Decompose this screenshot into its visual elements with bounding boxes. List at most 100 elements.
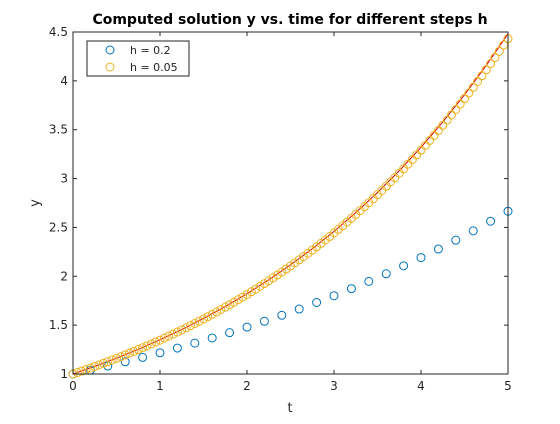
data-point [190,318,200,328]
data-point [138,352,148,362]
data-point [446,110,456,120]
data-point [490,53,500,63]
data-point [194,316,204,326]
data-point [159,333,169,343]
data-point [494,46,504,56]
data-point [120,350,130,360]
data-point [242,322,252,332]
data-point [312,298,322,307]
data-point [77,366,87,376]
data-point [107,355,117,365]
data-point [177,325,187,335]
y-tick-label: 1 [60,367,68,381]
data-point [94,360,104,370]
y-tick-label: 1.5 [49,318,68,332]
x-tick-label: 3 [330,379,338,393]
data-point [172,327,182,337]
data-point [90,361,100,371]
data-point [85,363,95,373]
data-point [238,292,248,302]
data-point [207,333,217,343]
y-tick-label: 3.5 [49,123,68,137]
data-point [155,348,165,358]
data-point [481,65,491,75]
x-axis-label: t [287,401,292,416]
data-point [259,279,269,289]
y-tick-label: 4.5 [49,25,68,39]
data-point [225,300,235,310]
data-point [112,353,121,363]
data-point [381,269,391,279]
data-point [199,314,208,324]
axes-box [72,31,509,375]
data-point [190,338,200,348]
data-point [133,345,143,355]
data-point [473,77,483,86]
data-point [364,276,374,286]
data-point [116,352,126,362]
data-point [460,94,469,104]
data-point [203,312,213,322]
data-point [225,328,235,338]
legend-label-h-0.2: h = 0.2 [130,44,171,57]
data-point [233,295,243,305]
data-point [442,115,452,125]
data-point [259,316,269,326]
data-point [346,284,356,294]
axis-ticks: 0 1 2 3 4 511.522.533.544.5 [49,25,512,393]
series-h-0.2 [68,206,513,379]
data-point [438,120,448,130]
y-axis-label: y [28,199,43,207]
legend-marker-h-0.05 [105,62,115,72]
data-point [172,343,182,353]
data-point [220,302,230,312]
data-points-layer [68,34,513,379]
reference-curve-line [72,33,509,375]
plot-area [73,32,508,374]
data-point [185,321,195,331]
data-point [103,357,113,367]
y-tick-label: 3 [60,172,68,186]
legend: h = 0.2 h = 0.05 [86,40,190,77]
x-tick-label: 4 [417,379,425,393]
y-tick-label: 2 [60,269,68,283]
data-point [142,341,152,351]
x-tick-label: 1 [156,379,164,393]
series-h-0.05 [68,34,513,379]
data-point [451,105,461,114]
x-tick-label: 0 [69,379,77,393]
legend-label-h-0.05: h = 0.05 [130,61,178,74]
data-point [212,307,222,317]
y-tick-label: 4 [60,74,68,88]
data-point [155,335,165,345]
data-point [151,337,161,347]
data-point [207,309,217,319]
data-point [103,361,113,371]
y-tick-label: 2.5 [49,220,68,234]
data-point [486,59,496,69]
data-point [468,82,478,92]
data-point [255,281,265,291]
x-tick-label: 2 [243,379,251,393]
data-point [451,235,461,245]
data-point [329,291,339,301]
data-point [120,357,130,367]
data-point [146,339,156,349]
data-point [98,358,108,368]
data-point [433,244,443,254]
legend-box [86,40,190,77]
reference-curve-layer [72,33,509,375]
data-point [181,323,191,333]
data-point [277,310,287,320]
data-point [129,346,139,356]
legend-marker-h-0.2 [105,45,115,55]
x-tick-label: 5 [504,379,512,393]
data-point [455,99,465,109]
data-point [125,348,135,358]
data-point [486,216,496,226]
data-point [468,226,478,236]
data-point [251,284,261,294]
data-point [416,253,426,263]
